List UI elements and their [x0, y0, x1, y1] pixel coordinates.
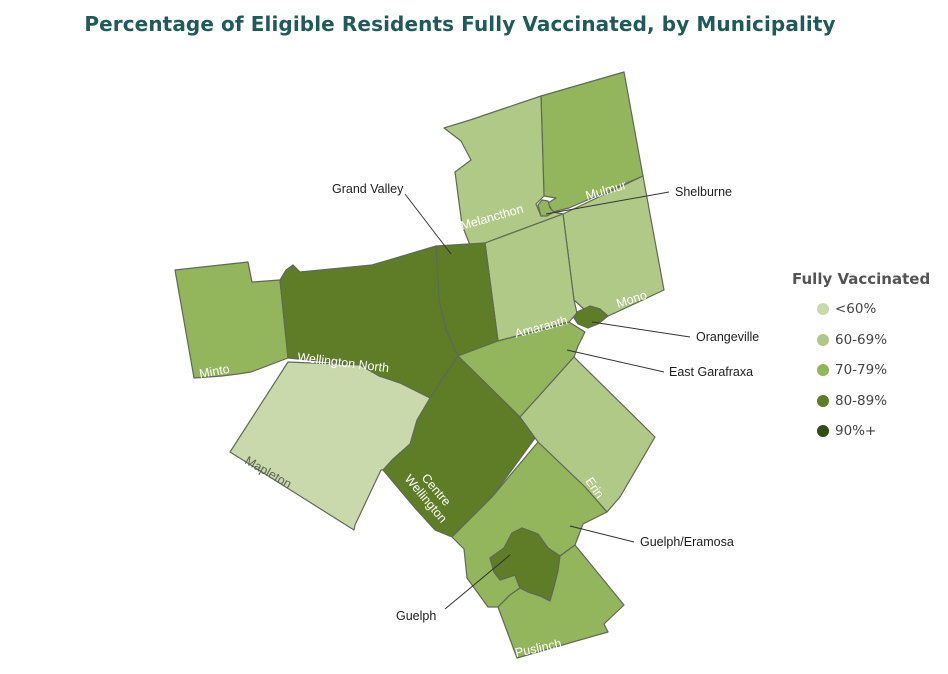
- region-puslinch[interactable]: [497, 544, 625, 659]
- region-mapleton[interactable]: [229, 361, 431, 531]
- callout-guelph: Guelph: [396, 609, 436, 623]
- callout-east-garafraxa: East Garafraxa: [669, 365, 753, 379]
- region-shelburne[interactable]: [537, 199, 555, 217]
- legend-swatch: [817, 333, 829, 346]
- leader-grand-valley: [404, 193, 452, 255]
- leader-guelph-eramosa: [569, 525, 635, 543]
- callout-grand-valley: Grand Valley: [332, 182, 404, 196]
- callout-shelburne: Shelburne: [675, 185, 732, 199]
- legend-item: 60-69%: [792, 325, 930, 356]
- legend-label: 80-89%: [835, 392, 888, 409]
- leader-guelph: [444, 554, 511, 610]
- legend-item: 80-89%: [792, 386, 930, 417]
- legend: Fully Vaccinated <60% 60-69% 70-79% 80-8…: [792, 270, 930, 447]
- legend-label: <60%: [835, 301, 877, 318]
- callout-guelph-eramosa: Guelph/Eramosa: [640, 535, 734, 549]
- legend-title: Fully Vaccinated: [792, 270, 931, 288]
- map-title: Percentage of Eligible Residents Fully V…: [84, 12, 836, 36]
- callout-orangeville: Orangeville: [696, 330, 759, 344]
- legend-swatch: [817, 364, 829, 377]
- leader-shelburne: [545, 191, 670, 215]
- leader-orangeville: [591, 321, 691, 338]
- legend-label: 90%+: [835, 423, 877, 440]
- legend-label: 60-69%: [835, 331, 888, 348]
- leader-east-garafraxa: [566, 349, 665, 373]
- region-minto[interactable]: [174, 261, 289, 379]
- legend-item: 90%+: [792, 416, 930, 447]
- label-minto: Minto: [198, 362, 231, 381]
- legend-item: <60%: [792, 294, 930, 325]
- legend-swatch: [817, 303, 829, 316]
- legend-swatch: [817, 394, 829, 407]
- legend-label: 70-79%: [835, 362, 888, 379]
- legend-item: 70-79%: [792, 355, 930, 386]
- legend-swatch: [817, 425, 829, 438]
- region-orangeville[interactable]: [573, 305, 609, 329]
